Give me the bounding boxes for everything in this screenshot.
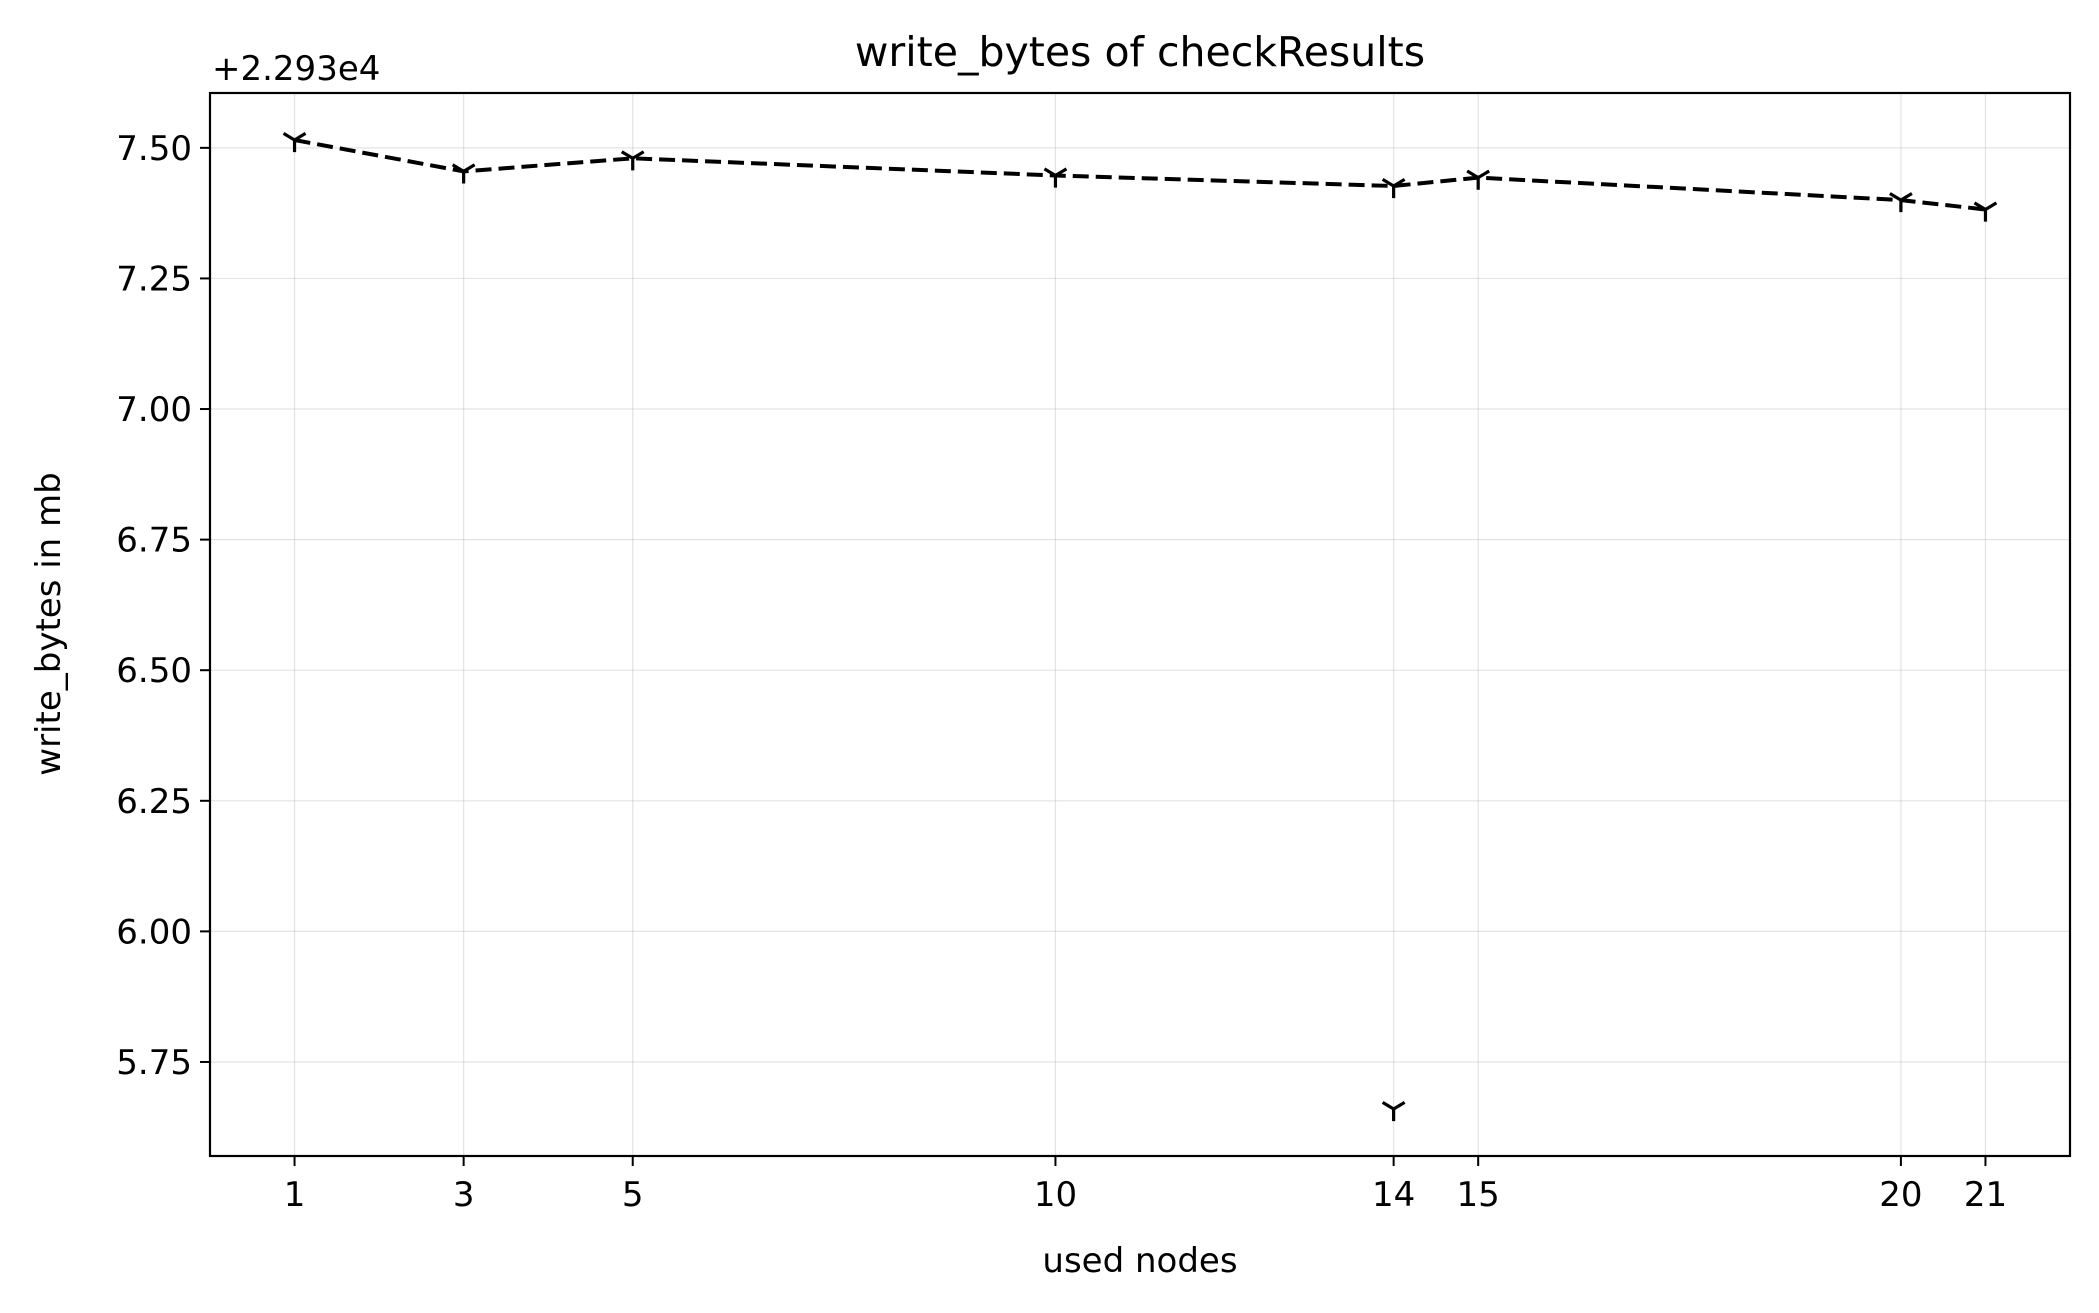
- y-tick-label: 7.50: [116, 129, 192, 169]
- x-tick-label: 5: [622, 1175, 644, 1215]
- series-line: [294, 138, 1986, 212]
- x-tick-label: 10: [1034, 1175, 1077, 1215]
- x-tick-label: 21: [1964, 1175, 2007, 1215]
- x-tick-label: 1: [284, 1175, 306, 1215]
- outlier-point: [1381, 1101, 1406, 1122]
- grid-layer: [210, 93, 2070, 1156]
- data-point: [1043, 167, 1068, 188]
- y-tick-label: 6.00: [116, 912, 192, 952]
- data-point: [451, 163, 476, 184]
- y-axis-label: write_bytes in mb: [29, 472, 69, 775]
- tick-layer: 1 3 5 10 14 15 20 21 5.75 6.00 6.25 6.50 6.75 7.00 7.2…: [116, 129, 2007, 1215]
- data-point: [1466, 169, 1491, 190]
- x-tick-label: 15: [1457, 1175, 1500, 1215]
- data-point: [1381, 178, 1406, 199]
- y-tick-label: 6.50: [116, 651, 192, 691]
- y-tick-label: 7.25: [116, 259, 192, 299]
- x-tick-label: 3: [453, 1175, 475, 1215]
- chart-title: write_bytes of checkResults: [855, 28, 1425, 76]
- data-point: [282, 132, 307, 153]
- plot-frame: [208, 91, 2072, 1158]
- y-tick-label: 6.75: [116, 521, 192, 561]
- y-tick-label: 5.75: [116, 1043, 192, 1083]
- y-tick-label: 7.00: [116, 390, 192, 430]
- data-point: [1889, 192, 1913, 213]
- x-tick-label: 20: [1879, 1175, 1922, 1215]
- x-axis-label: used nodes: [1042, 1241, 1237, 1281]
- data-point: [1973, 201, 1998, 222]
- y-tick-label: 6.25: [116, 782, 192, 822]
- data-point: [620, 150, 645, 171]
- series-layer: [282, 132, 1998, 1122]
- y-offset-label: +2.293e4: [212, 49, 380, 89]
- x-tick-label: 14: [1372, 1175, 1415, 1215]
